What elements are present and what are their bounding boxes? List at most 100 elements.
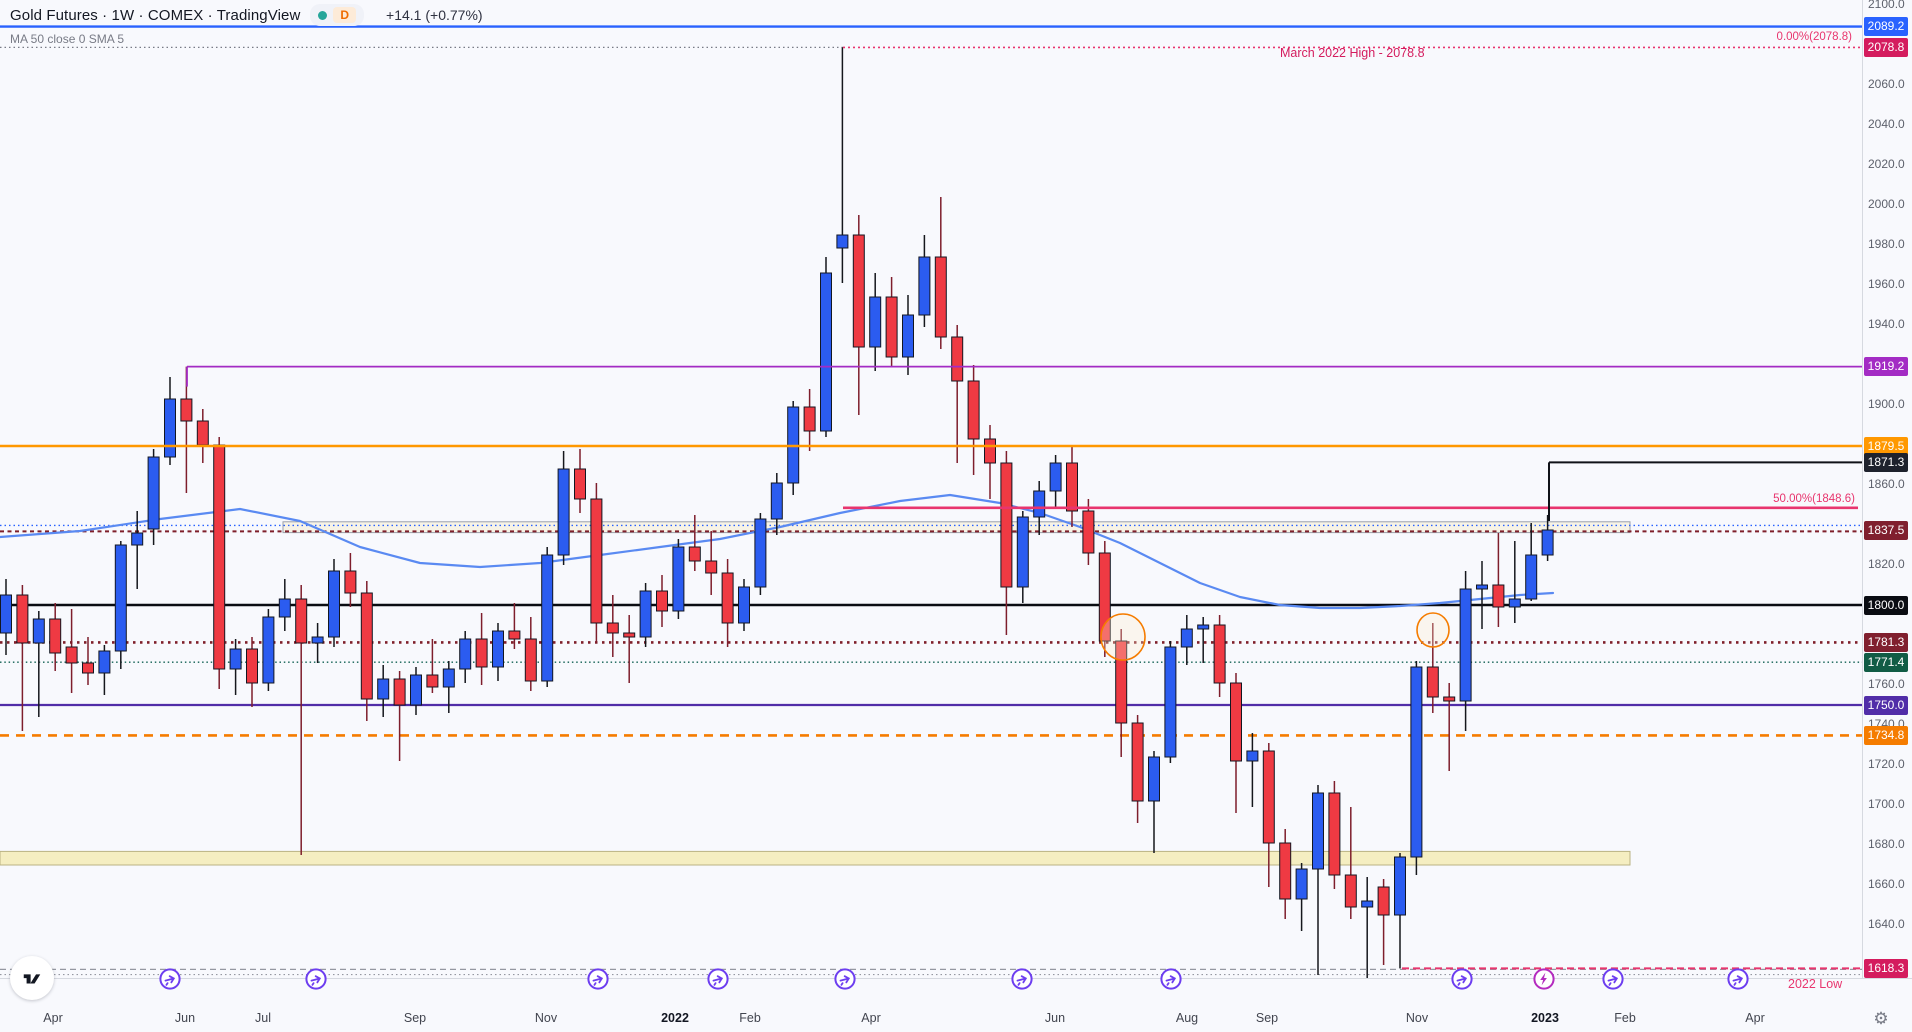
candle <box>1525 523 1538 601</box>
market-status-pill[interactable]: D <box>310 4 365 26</box>
candle <box>574 449 586 513</box>
price-axis[interactable]: 2100.0 2060.0 2040.0 2020.0 2000.0 1980.0 1960… <box>1862 0 1912 978</box>
candle <box>1410 661 1423 875</box>
candle <box>1164 641 1177 763</box>
levels-over-layer <box>0 25 1862 970</box>
candle <box>541 547 554 687</box>
timeline-arrow-marker-icon[interactable] <box>158 967 182 991</box>
fib-0-label: 0.00%(2078.8) <box>1776 31 1852 43</box>
highlight-circle[interactable] <box>1416 612 1450 648</box>
consolidation-box[interactable] <box>282 521 1631 534</box>
highlight-circle[interactable] <box>1100 613 1146 661</box>
time-label-month: Jun <box>1044 1011 1066 1025</box>
candle-body-up <box>1476 584 1488 590</box>
candle-body-down <box>967 380 980 440</box>
price-level-label: 1871.3 <box>1864 452 1908 472</box>
price-tick: 1900.0 <box>1868 397 1905 411</box>
price-tick: 1860.0 <box>1868 477 1905 491</box>
candle <box>902 295 914 375</box>
time-label-month: Sep <box>403 1011 427 1025</box>
time-label-month: Sep <box>1255 1011 1279 1025</box>
symbol-title[interactable]: Gold Futures · 1W · COMEX · TradingView <box>10 6 301 24</box>
candle <box>65 609 78 693</box>
price-change: +14.1 (+0.77%) <box>386 7 483 23</box>
time-axis[interactable]: Apr Jun Jul Sep Nov 2022 Feb Apr Jun Aug Sep Nov 202… <box>0 968 1912 1029</box>
candle <box>508 603 521 649</box>
timeline-arrow-marker-icon[interactable] <box>1450 967 1474 991</box>
interval-badge[interactable]: D <box>333 7 357 23</box>
candle-body-down <box>16 594 29 644</box>
projection-step-line[interactable] <box>1548 461 1862 521</box>
candle-body-down <box>508 630 521 640</box>
ma-50-line[interactable] <box>0 493 1555 610</box>
chart-pane[interactable] <box>0 0 1862 978</box>
candle <box>918 235 931 327</box>
candle-body-down <box>1262 750 1275 844</box>
candle <box>246 637 258 707</box>
price-level-label: 1837.5 <box>1864 520 1908 540</box>
candle-body-down <box>524 638 537 682</box>
timeline-arrow-marker-icon[interactable] <box>706 967 730 991</box>
candle-body-up <box>131 532 144 546</box>
candle-body-up <box>1295 868 1308 900</box>
candle <box>1443 683 1456 771</box>
candle-body-down <box>803 406 816 432</box>
levels-under-layer <box>0 46 1862 976</box>
candle-body-down <box>984 438 996 464</box>
timeline-arrow-marker-icon[interactable] <box>586 967 610 991</box>
candle <box>442 661 455 713</box>
candle <box>1508 541 1521 623</box>
candle-body-up <box>1148 756 1160 802</box>
candle-body-down <box>934 256 947 338</box>
candle <box>492 623 504 681</box>
candle-body-up <box>820 272 832 432</box>
price-tick: 2060.0 <box>1868 77 1905 91</box>
price-tick: 1720.0 <box>1868 757 1905 771</box>
candle <box>1344 807 1357 919</box>
timeline-arrow-marker-icon[interactable] <box>304 967 328 991</box>
price-level-label: 1771.4 <box>1864 652 1908 672</box>
candle <box>32 611 45 717</box>
settings-gear-icon[interactable]: ⚙ <box>1873 1009 1889 1028</box>
candle-body-up <box>1525 554 1538 600</box>
candle <box>1180 615 1193 665</box>
candle-body-up <box>410 674 422 706</box>
candle-body-up <box>1164 646 1177 758</box>
candle <box>1459 571 1472 731</box>
candle-body-down <box>475 638 488 668</box>
candle <box>180 366 193 493</box>
timeline-arrow-marker-icon[interactable] <box>1601 967 1625 991</box>
candle-body-up <box>164 398 176 458</box>
candle <box>1213 615 1226 697</box>
candle-body-down <box>1328 792 1341 876</box>
candle-body-down <box>180 398 193 422</box>
price-level-label: 1879.5 <box>1864 436 1908 456</box>
price-tick: 1940.0 <box>1868 317 1905 331</box>
candle <box>1426 623 1439 713</box>
candle-body-up <box>541 554 554 682</box>
candle-body-up <box>836 234 849 249</box>
tradingview-logo[interactable] <box>10 956 54 1000</box>
candle-body-up <box>1197 624 1210 630</box>
candle <box>606 595 619 657</box>
timeline-arrow-marker-icon[interactable] <box>1726 967 1750 991</box>
indicator-legend[interactable]: MA 50 close 0 SMA 5 <box>10 32 125 46</box>
candle <box>426 639 439 693</box>
price-tick: 1660.0 <box>1868 877 1905 891</box>
price-tick: 2000.0 <box>1868 197 1905 211</box>
timeline-arrow-marker-icon[interactable] <box>1159 967 1183 991</box>
price-level-label: 1618.3 <box>1864 958 1908 978</box>
candle-body-up <box>754 518 767 588</box>
support-band[interactable] <box>0 850 1631 866</box>
timeline-bolt-marker-icon[interactable] <box>1532 967 1556 991</box>
candle <box>82 637 94 685</box>
timeline-arrow-marker-icon[interactable] <box>1010 967 1034 991</box>
timeline-arrow-marker-icon[interactable] <box>833 967 857 991</box>
candle <box>1066 447 1078 527</box>
price-tick: 2040.0 <box>1868 117 1905 131</box>
time-label-month: Nov <box>1405 1011 1429 1025</box>
price-level-label: 1781.3 <box>1864 632 1908 652</box>
candle <box>278 579 291 631</box>
candle <box>410 667 422 715</box>
candle-body-down <box>1098 552 1111 642</box>
